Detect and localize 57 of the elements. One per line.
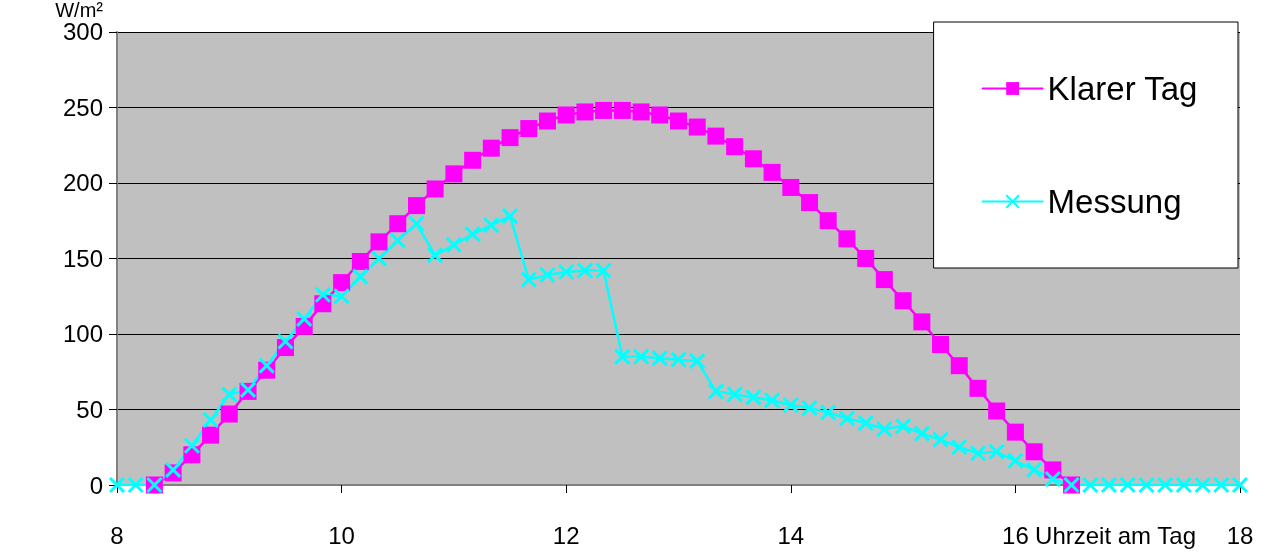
point (501, 129, 519, 147)
point (351, 252, 369, 270)
point (333, 274, 351, 292)
point (913, 313, 931, 331)
y-tick-label: 150 (62, 244, 103, 272)
point (838, 230, 856, 248)
point (651, 106, 669, 124)
point (370, 233, 388, 251)
point (688, 118, 706, 136)
x-tick-label: 12 (552, 521, 580, 549)
point (445, 165, 463, 183)
point (202, 426, 220, 444)
y-tick-label: 250 (62, 93, 103, 121)
x-tick-label: 8 (110, 521, 124, 549)
point (632, 103, 650, 121)
point (875, 271, 893, 289)
point (819, 212, 837, 230)
point (557, 106, 575, 124)
point (1025, 443, 1043, 461)
point (894, 292, 912, 310)
point (782, 178, 800, 196)
point (464, 151, 482, 169)
point (426, 180, 444, 198)
x-tick-label: 18 (1226, 521, 1254, 549)
point (857, 249, 875, 267)
y-tick-label: 50 (76, 395, 103, 423)
x-tick-label: 16 (1002, 521, 1029, 549)
point (389, 215, 407, 233)
point (220, 405, 238, 423)
legend-label: Messung (1047, 183, 1182, 220)
point (969, 379, 987, 397)
point (538, 112, 556, 130)
point (520, 120, 538, 138)
point (950, 357, 968, 375)
y-tick-label: 100 (62, 320, 103, 348)
point (408, 197, 425, 215)
x-tick-label: 10 (328, 521, 355, 549)
point (482, 139, 500, 157)
x-tick-label: 14 (777, 521, 805, 549)
point (726, 138, 744, 156)
point (801, 194, 819, 212)
y-axis-title: W/m² (55, 0, 104, 21)
point (763, 163, 781, 181)
point (1006, 423, 1024, 441)
legend-label: Klarer Tag (1047, 70, 1198, 107)
point (670, 112, 687, 130)
point (707, 127, 725, 145)
point (988, 402, 1006, 420)
x-axis-title: Uhrzeit am Tag (1035, 521, 1197, 549)
point (613, 101, 631, 119)
y-tick-label: 300 (62, 18, 103, 46)
point (744, 150, 762, 168)
y-tick-label: 200 (62, 169, 103, 197)
y-tick-label: 0 (89, 471, 103, 499)
point (932, 336, 949, 354)
point (576, 103, 594, 121)
point (595, 101, 613, 119)
